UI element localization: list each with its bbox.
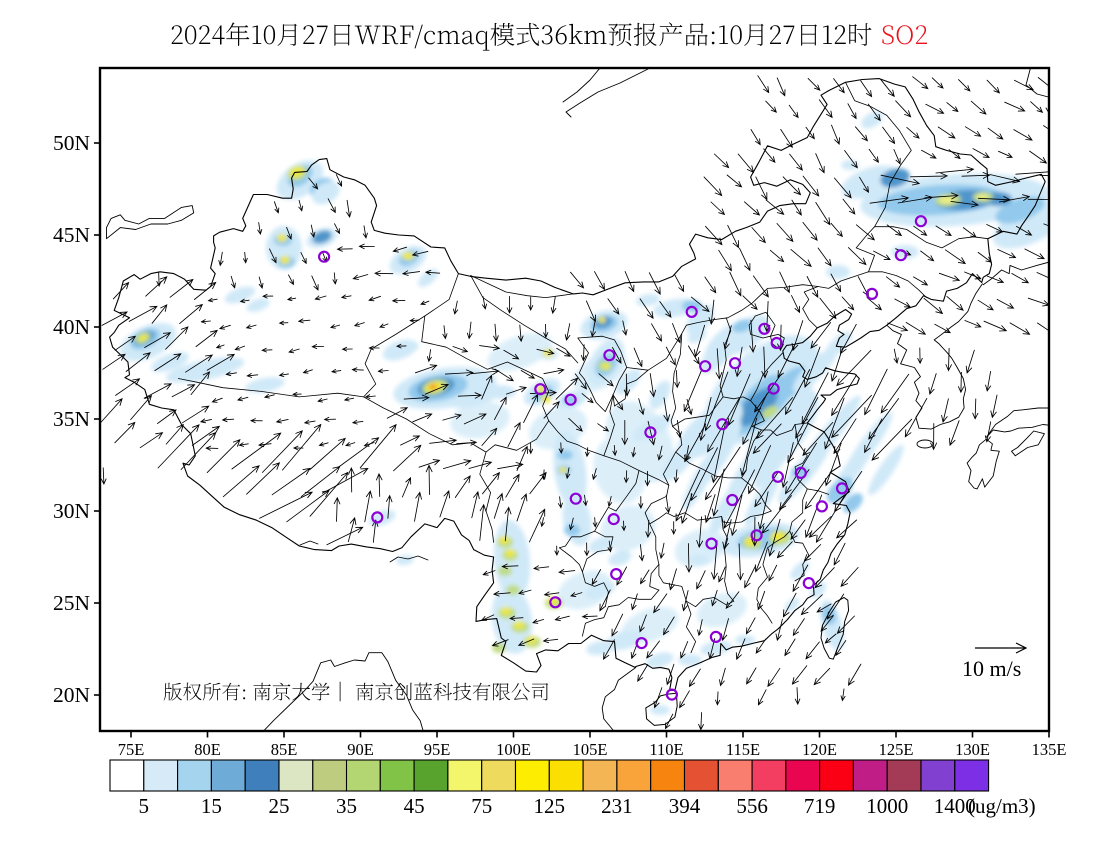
- svg-text:90E: 90E: [347, 740, 374, 759]
- svg-text:30N: 30N: [53, 499, 91, 523]
- svg-text:1400: 1400: [934, 794, 976, 818]
- svg-text:20N: 20N: [53, 683, 91, 707]
- svg-text:35: 35: [336, 794, 357, 818]
- svg-text:15: 15: [201, 794, 222, 818]
- svg-text:5: 5: [139, 794, 150, 818]
- svg-text:110E: 110E: [649, 740, 683, 759]
- svg-text:45: 45: [404, 794, 425, 818]
- svg-text:105E: 105E: [573, 740, 608, 759]
- svg-text:25N: 25N: [53, 591, 91, 615]
- svg-text:100E: 100E: [496, 740, 531, 759]
- svg-text:75E: 75E: [118, 740, 145, 759]
- svg-text:85E: 85E: [271, 740, 298, 759]
- svg-text:135E: 135E: [1032, 740, 1067, 759]
- svg-text:394: 394: [669, 794, 701, 818]
- svg-text:(ug/m3): (ug/m3): [968, 794, 1036, 818]
- svg-text:35N: 35N: [53, 407, 91, 431]
- svg-text:125: 125: [534, 794, 566, 818]
- svg-text:556: 556: [736, 794, 768, 818]
- svg-text:115E: 115E: [726, 740, 760, 759]
- svg-text:231: 231: [601, 794, 633, 818]
- svg-text:10 m/s: 10 m/s: [962, 656, 1021, 681]
- svg-text:1000: 1000: [866, 794, 908, 818]
- svg-text:45N: 45N: [53, 223, 91, 247]
- svg-text:40N: 40N: [53, 315, 91, 339]
- svg-text:120E: 120E: [802, 740, 837, 759]
- svg-text:125E: 125E: [879, 740, 914, 759]
- svg-text:50N: 50N: [53, 131, 91, 155]
- svg-text:25: 25: [269, 794, 290, 818]
- svg-text:80E: 80E: [194, 740, 221, 759]
- svg-text:75: 75: [471, 794, 492, 818]
- svg-text:130E: 130E: [955, 740, 990, 759]
- svg-text:95E: 95E: [424, 740, 451, 759]
- svg-text:719: 719: [804, 794, 836, 818]
